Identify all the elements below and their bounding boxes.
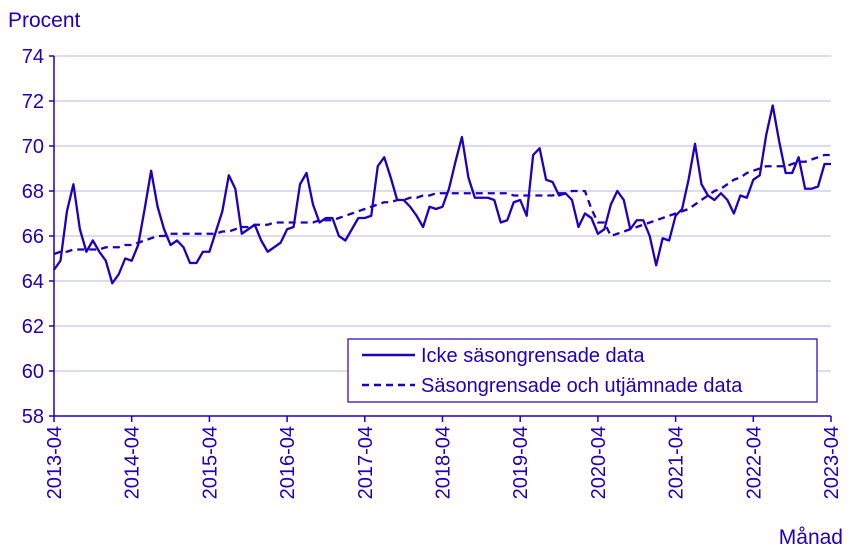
legend-label-series-2: Säsongrensade och utjämnade data [421, 375, 743, 397]
x-tick-label: 2022-04 [743, 426, 765, 499]
x-tick-label: 2013-04 [44, 426, 66, 499]
y-tick-label: 60 [22, 361, 44, 383]
x-tick-label: 2015-04 [199, 426, 221, 499]
y-tick-labels: 58 60 62 64 66 68 70 72 74 [22, 46, 44, 428]
axes [49, 55, 832, 422]
series-line-2 [53, 153, 831, 256]
x-tick-label: 2019-04 [510, 426, 532, 499]
y-tick-label: 74 [22, 46, 44, 68]
y-tick-label: 72 [22, 91, 44, 113]
y-tick-label: 66 [22, 226, 44, 248]
x-tick-label: 2018-04 [433, 426, 455, 499]
y-tick-label: 64 [22, 271, 44, 293]
y-tick-label: 70 [22, 136, 44, 158]
series-lines [53, 104, 831, 285]
y-tick-label: 58 [22, 406, 44, 428]
legend-box [347, 338, 818, 403]
x-tick-label: 2021-04 [666, 426, 688, 499]
y-axis-label: Procent [8, 9, 81, 32]
x-tick-label: 2014-04 [122, 426, 144, 499]
x-tick-label: 2023-04 [821, 426, 843, 499]
legend: Icke säsongrensade data Säsongrensade oc… [347, 338, 818, 403]
x-tick-label: 2020-04 [588, 426, 610, 499]
y-tick-label: 68 [22, 181, 44, 203]
x-tick-label: 2016-04 [277, 426, 299, 499]
x-axis-label: Månad [779, 526, 843, 549]
y-tick-label: 62 [22, 316, 44, 338]
x-tick-label: 2017-04 [355, 426, 377, 499]
legend-label-series-1: Icke säsongrensade data [421, 345, 645, 367]
gridlines [54, 55, 831, 372]
x-tick-labels: 2013-04 2014-04 2015-04 2016-04 2017-04 2018-… [44, 426, 843, 499]
series-line-1 [53, 104, 831, 285]
